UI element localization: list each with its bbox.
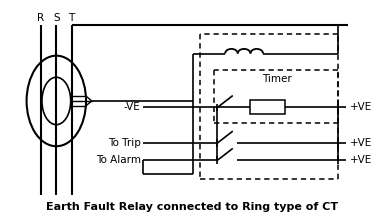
Text: +VE: +VE (350, 102, 372, 112)
Bar (250, 100, 285, 114)
Text: -VE: -VE (124, 102, 141, 112)
Text: +VE: +VE (350, 155, 372, 165)
Text: Earth Fault Relay connected to Ring type of CT: Earth Fault Relay connected to Ring type… (47, 202, 338, 212)
Text: S: S (53, 13, 60, 23)
Text: R: R (37, 13, 45, 23)
Text: +VE: +VE (350, 138, 372, 148)
Text: T: T (69, 13, 75, 23)
Text: Timer: Timer (262, 74, 292, 84)
Text: To Trip: To Trip (108, 138, 141, 148)
Text: To Alarm: To Alarm (96, 155, 141, 165)
